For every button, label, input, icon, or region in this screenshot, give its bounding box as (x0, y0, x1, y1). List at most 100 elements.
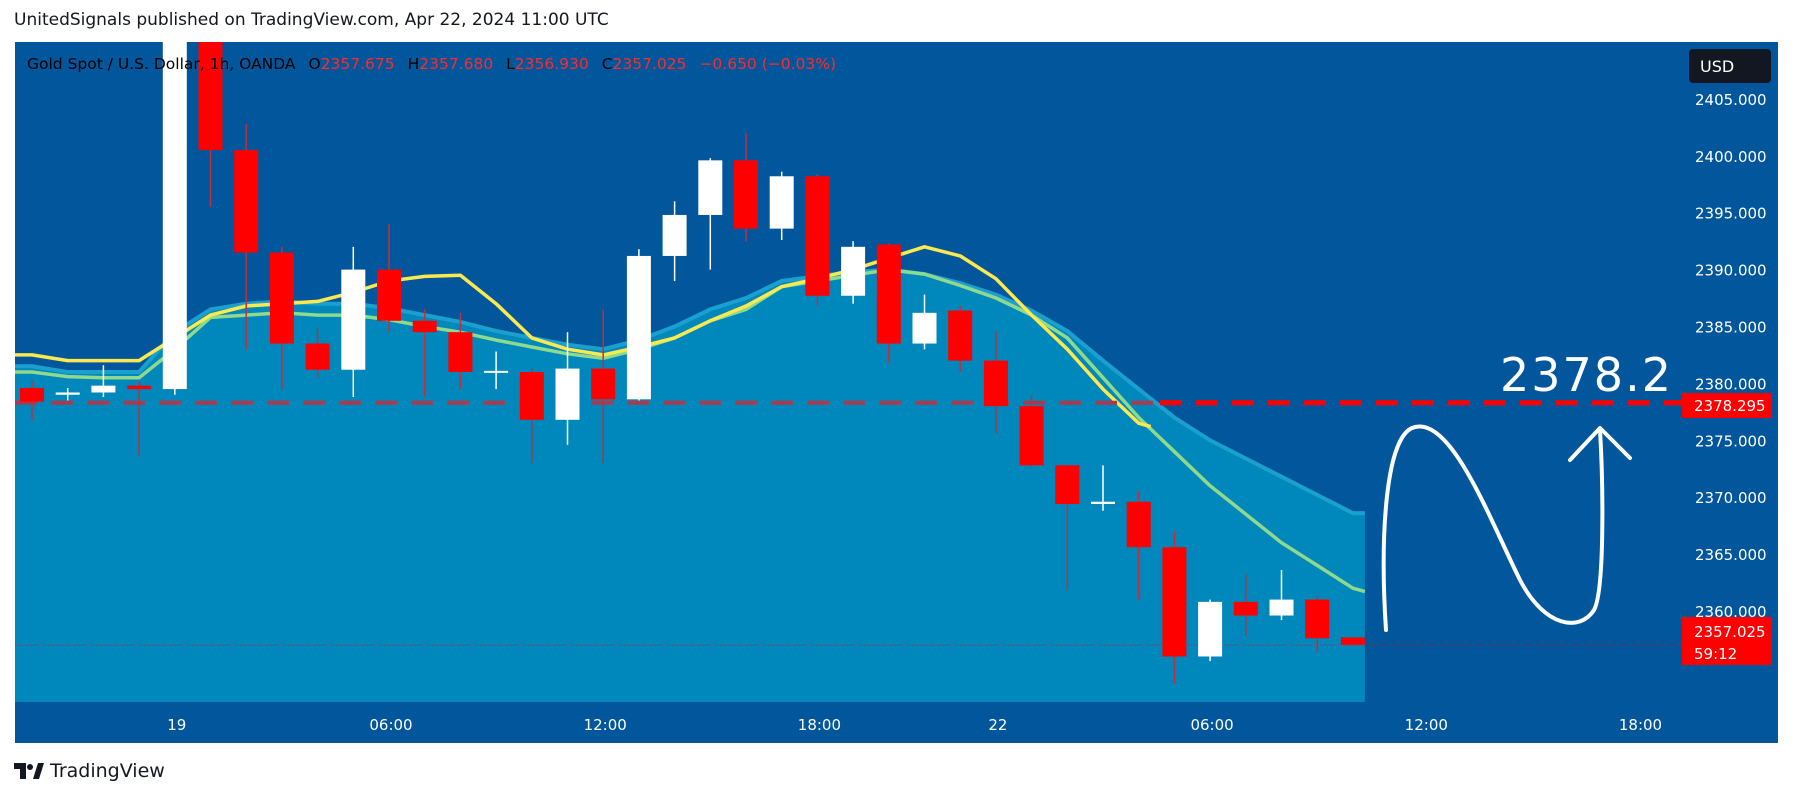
candle (484, 351, 509, 390)
candle (127, 381, 152, 457)
candle (91, 365, 116, 398)
candle (377, 224, 401, 333)
candle-body (55, 392, 80, 395)
candle-body (591, 368, 616, 400)
candle (698, 158, 723, 270)
price-tick-label: 2375.000 (1695, 432, 1767, 450)
candle (1305, 596, 1330, 652)
time-tick-label: 19 (167, 716, 186, 734)
candle-body (377, 269, 401, 321)
candle-body (127, 385, 152, 390)
candle-body (91, 385, 116, 393)
candle-body (162, 42, 187, 390)
footer: TradingView (14, 760, 165, 782)
candle-body (912, 312, 937, 344)
publish-header: UnitedSignals published on TradingView.c… (14, 10, 609, 30)
price-tick-label: 2380.000 (1695, 375, 1767, 393)
candle (805, 174, 830, 306)
price-tick-label: 2395.000 (1695, 205, 1767, 223)
candle (912, 294, 937, 350)
candle (1269, 570, 1294, 621)
change-value: −0.650 (−0.03%) (699, 55, 836, 73)
candle (1340, 637, 1365, 646)
moving-average-band (15, 267, 1365, 702)
candle-body (448, 332, 473, 372)
price-tick-label: 2400.000 (1695, 148, 1767, 166)
candle-body (341, 269, 366, 370)
symbol-name: Gold Spot / U.S. Dollar, 1h, OANDA (27, 55, 296, 73)
time-axis-ticks: 19 06:00 12:00 18:00 22 06:00 12:00 18:00 (167, 716, 1662, 734)
candle-body (1126, 501, 1151, 548)
candle (305, 328, 330, 378)
candle (876, 243, 901, 363)
bar-countdown: 59:12 (1694, 645, 1737, 663)
candle-body (1340, 637, 1365, 645)
projection-arrow-head (1568, 426, 1632, 462)
target-price-label: 2378.295 (1682, 393, 1772, 418)
close-value: 2357.025 (613, 55, 687, 73)
price-axis-ticks: 2360.000 2365.000 2370.000 2375.000 2380.000… (1695, 91, 1767, 621)
candle-body (484, 370, 509, 373)
price-tick-label: 2385.000 (1695, 318, 1767, 336)
candle (448, 312, 473, 390)
candle-body (734, 160, 758, 229)
candle-body (841, 246, 866, 296)
candle-body (876, 244, 901, 344)
candle (983, 331, 1008, 434)
ma-band-fill (15, 269, 1365, 702)
candle (198, 42, 223, 207)
time-tick-label: 22 (988, 716, 1007, 734)
time-tick-label: 12:00 (1405, 716, 1448, 734)
projection-curve (1381, 424, 1605, 632)
candle (591, 309, 616, 464)
ma-band-edge (15, 267, 1365, 516)
price-tick-label: 2390.000 (1695, 262, 1767, 280)
candle-body (555, 368, 580, 420)
ohlc-legend: Gold Spot / U.S. Dollar, 1h, OANDA O2357… (27, 55, 836, 73)
moving-average-lines (15, 245, 1366, 594)
candle (1126, 491, 1151, 600)
open-value: 2357.675 (321, 55, 395, 73)
candle (234, 123, 259, 350)
time-tick-label: 06:00 (1190, 716, 1233, 734)
time-tick-label: 18:00 (798, 716, 841, 734)
candle (662, 201, 687, 281)
candle-body (519, 372, 544, 420)
candle (269, 246, 294, 390)
candle-body (1198, 601, 1223, 657)
price-tick-label: 2370.000 (1695, 489, 1767, 507)
target-level-line (15, 400, 1682, 646)
candlestick-series (20, 42, 1365, 684)
candle (519, 368, 544, 464)
candle-body (662, 214, 687, 256)
tradingview-logo-icon (14, 763, 44, 779)
candle (55, 387, 80, 401)
candle-body (1269, 599, 1294, 616)
time-tick-label: 18:00 (1619, 716, 1662, 734)
candle (626, 249, 651, 401)
candle (1233, 574, 1258, 636)
candle-body (198, 42, 223, 151)
candle-body (1019, 406, 1044, 466)
svg-text:2378.295: 2378.295 (1694, 397, 1766, 415)
candle (412, 309, 437, 398)
price-tick-label: 2405.000 (1695, 91, 1767, 109)
currency-button[interactable]: USD (1689, 49, 1771, 83)
candle (769, 171, 794, 240)
drawn-projection (1381, 424, 1632, 632)
candle-body (1233, 601, 1258, 616)
ma-yellow-line (15, 245, 1152, 429)
candle (555, 332, 580, 445)
candle-body (1055, 465, 1080, 504)
low-value: 2356.930 (515, 55, 589, 73)
candle (948, 306, 973, 372)
candle (162, 42, 187, 395)
svg-text:USD: USD (1700, 57, 1734, 76)
candle-body (769, 176, 794, 229)
candle (841, 241, 866, 304)
candle-body (305, 343, 330, 370)
candle (734, 133, 758, 242)
candle-body (1305, 599, 1330, 639)
time-axis-background (15, 702, 1778, 743)
